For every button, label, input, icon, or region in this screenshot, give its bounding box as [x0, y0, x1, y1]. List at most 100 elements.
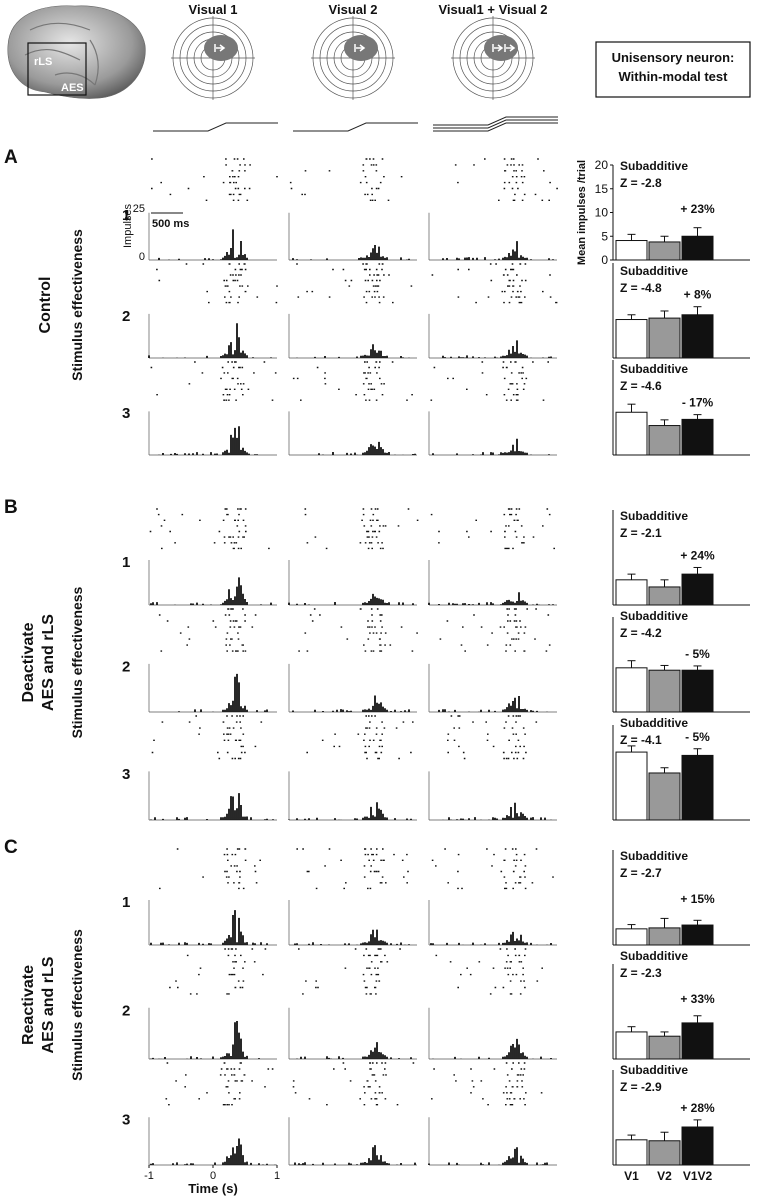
psth-scale-max: 25: [133, 203, 145, 215]
bar: [615, 240, 648, 261]
raster-spikes: [169, 948, 267, 995]
bar: [681, 669, 714, 713]
bar-y-label: Mean impulses /trial: [576, 160, 588, 265]
raster-spikes: [292, 361, 413, 401]
change-label: + 23%: [680, 202, 715, 216]
psth-bars: [158, 229, 248, 260]
stimulus-trace: [293, 122, 418, 132]
z-score: Z = -2.9: [620, 1080, 662, 1094]
bar: [615, 319, 648, 359]
condition-label: AES and rLS: [40, 956, 57, 1053]
bar: [648, 927, 681, 946]
row-label: 1: [122, 207, 130, 224]
bar: [648, 425, 681, 456]
bar: [648, 1035, 681, 1060]
raster-spikes: [435, 948, 543, 995]
brain-illustration: [7, 5, 146, 99]
annotation: Subadditive: [620, 509, 688, 523]
condition-label: AES and rLS: [40, 614, 57, 711]
bar: [648, 772, 681, 821]
psth-bars: [442, 241, 554, 260]
y-axis-label: Stimulus effectiveness: [69, 586, 85, 738]
raster-spikes: [292, 1062, 415, 1106]
annotation: Subadditive: [620, 609, 688, 623]
bar: [681, 1022, 714, 1060]
psth-bars: [178, 673, 268, 712]
x-tick-label: V1V2: [683, 1169, 713, 1183]
psth-bars: [150, 793, 274, 820]
column-title: Visual 2: [329, 2, 378, 17]
y-tick-label: 5: [601, 229, 608, 243]
bar: [648, 669, 681, 713]
row-label: 3: [122, 405, 130, 422]
brain-label: rLS: [34, 56, 52, 68]
panel-letter: A: [4, 147, 18, 168]
raster-spikes: [439, 608, 551, 652]
psth-bars: [318, 441, 416, 455]
psth-bars: [442, 802, 552, 820]
raster-spikes: [430, 508, 555, 550]
row-label: 2: [122, 1003, 130, 1020]
psth-bars: [296, 1042, 412, 1059]
x-tick-label: V2: [657, 1169, 672, 1183]
change-label: - 5%: [685, 730, 710, 744]
column-title: Visual1 + Visual 2: [438, 2, 547, 17]
raster-spikes: [447, 715, 538, 760]
condition-label: Reactivate: [20, 965, 37, 1045]
annotation: Subadditive: [620, 264, 688, 278]
stimulus-trace: [433, 116, 558, 126]
bar: [681, 754, 714, 821]
psth-bars: [432, 1038, 552, 1059]
bar: [615, 1139, 648, 1166]
psth-bars: [438, 696, 548, 712]
panel-letter: C: [4, 837, 18, 858]
bar: [615, 667, 648, 713]
psth-bars: [288, 802, 412, 820]
x-tick-label: -1: [144, 1170, 154, 1182]
row-label: 2: [122, 308, 130, 325]
z-score: Z = -2.3: [620, 966, 662, 980]
stimulus-arrow: [492, 44, 504, 52]
bar: [681, 573, 714, 606]
bar: [681, 235, 714, 261]
psth-bars: [150, 1021, 260, 1059]
annotation: Subadditive: [620, 1063, 688, 1077]
bar: [648, 317, 681, 359]
psth-scale-min: 0: [139, 251, 145, 263]
psth-bars: [150, 1138, 276, 1165]
z-score: Z = -2.7: [620, 866, 662, 880]
raster-spikes: [156, 263, 278, 304]
bar: [681, 314, 714, 359]
psth-bars: [148, 323, 272, 358]
change-label: + 28%: [680, 1101, 715, 1115]
raster-spikes: [296, 848, 409, 890]
psth-bars: [292, 695, 410, 712]
title-box: [595, 41, 751, 98]
raster-spikes: [151, 715, 263, 760]
stimulus-trace: [153, 122, 278, 132]
bar: [615, 751, 648, 821]
raster-spikes: [430, 361, 549, 401]
y-tick-label: 15: [595, 182, 609, 196]
change-label: + 8%: [684, 288, 712, 302]
y-axis-label: Stimulus effectiveness: [69, 229, 85, 381]
bar: [681, 1126, 714, 1166]
raster-spikes: [165, 1062, 274, 1106]
raster-spikes: [150, 361, 277, 401]
y-tick-label: 20: [595, 158, 609, 172]
stimulus-trace: [433, 122, 558, 132]
annotation: Subadditive: [620, 849, 688, 863]
box-text: Unisensory neuron:: [612, 50, 735, 65]
raster-spikes: [298, 608, 418, 652]
annotation: Subadditive: [620, 159, 688, 173]
y-axis-label: Stimulus effectiveness: [69, 929, 85, 1081]
box-text: Within-modal test: [619, 69, 729, 84]
z-score: Z = -4.8: [620, 281, 662, 295]
raster-spikes: [431, 848, 554, 890]
raster-spikes: [431, 1062, 543, 1106]
raster-spikes: [159, 848, 261, 890]
change-label: + 33%: [680, 992, 715, 1006]
bar: [615, 1031, 648, 1060]
z-score: Z = -4.6: [620, 379, 662, 393]
stimulus-arrow: [214, 44, 226, 52]
